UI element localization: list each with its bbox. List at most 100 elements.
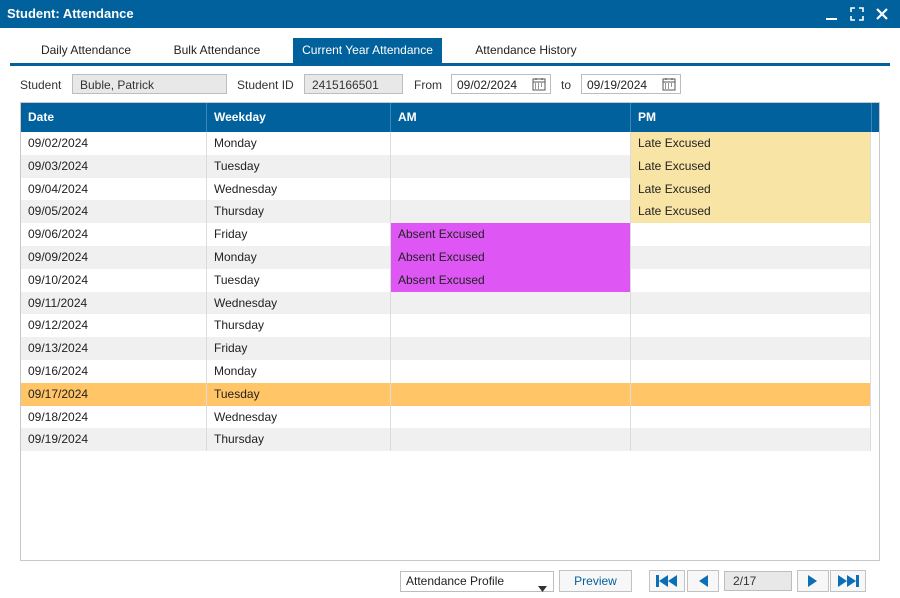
- cell-am[interactable]: [391, 405, 631, 429]
- first-page-icon: [656, 575, 677, 587]
- cell-pm[interactable]: [631, 359, 871, 383]
- table-row[interactable]: 09/19/2024 Thursday: [21, 428, 871, 452]
- cell-weekday[interactable]: Thursday: [207, 200, 391, 224]
- cell-date[interactable]: 09/17/2024: [21, 382, 207, 406]
- column-header-date[interactable]: Date: [21, 103, 207, 132]
- from-date-input[interactable]: 09/02/2024: [451, 74, 551, 94]
- cell-pm[interactable]: Late Excused: [631, 132, 871, 155]
- cell-date[interactable]: 09/06/2024: [21, 223, 207, 246]
- cell-date[interactable]: 09/04/2024: [21, 177, 207, 201]
- cell-weekday[interactable]: Tuesday: [207, 154, 391, 178]
- table-row[interactable]: 09/18/2024 Wednesday: [21, 405, 871, 429]
- cell-weekday[interactable]: Wednesday: [207, 177, 391, 201]
- cell-date[interactable]: 09/16/2024: [21, 359, 207, 383]
- cell-pm[interactable]: Late Excused: [631, 154, 871, 178]
- cell-pm[interactable]: [631, 314, 871, 338]
- cell-weekday[interactable]: Friday: [207, 223, 391, 246]
- window-title: Student: Attendance: [7, 6, 134, 21]
- cell-date[interactable]: 09/05/2024: [21, 200, 207, 224]
- cell-date[interactable]: 09/18/2024: [21, 405, 207, 429]
- table-row[interactable]: 09/16/2024 Monday: [21, 359, 871, 383]
- column-header-pm[interactable]: PM: [631, 103, 872, 132]
- cell-date[interactable]: 09/09/2024: [21, 245, 207, 269]
- to-date-input[interactable]: 09/19/2024: [581, 74, 681, 94]
- cell-am[interactable]: Absent Excused: [391, 268, 631, 292]
- preview-button[interactable]: Preview: [559, 570, 632, 592]
- attendance-profile-select[interactable]: Attendance Profile: [400, 571, 554, 592]
- table-row[interactable]: 09/12/2024 Thursday: [21, 314, 871, 338]
- cell-weekday[interactable]: Tuesday: [207, 382, 391, 406]
- column-header-am[interactable]: AM: [391, 103, 631, 132]
- cell-pm[interactable]: Late Excused: [631, 200, 871, 224]
- column-header-weekday[interactable]: Weekday: [207, 103, 391, 132]
- table-row[interactable]: 09/06/2024 Friday Absent Excused: [21, 223, 871, 246]
- maximize-icon[interactable]: [847, 4, 867, 24]
- cell-weekday[interactable]: Tuesday: [207, 268, 391, 292]
- student-label: Student: [20, 78, 62, 92]
- student-id-field: 2415166501: [304, 74, 403, 94]
- cell-am[interactable]: [391, 177, 631, 201]
- cell-pm[interactable]: [631, 291, 871, 315]
- table-row[interactable]: 09/04/2024 Wednesday Late Excused: [21, 177, 871, 201]
- cell-pm[interactable]: [631, 268, 871, 292]
- cell-am[interactable]: [391, 337, 631, 360]
- cell-am[interactable]: Absent Excused: [391, 223, 631, 246]
- table-row[interactable]: 09/09/2024 Monday Absent Excused: [21, 245, 871, 269]
- cell-pm[interactable]: [631, 245, 871, 269]
- tab-daily-attendance[interactable]: Daily Attendance: [40, 43, 132, 57]
- cell-am[interactable]: Absent Excused: [391, 245, 631, 269]
- cell-am[interactable]: [391, 291, 631, 315]
- table-row[interactable]: 09/03/2024 Tuesday Late Excused: [21, 154, 871, 178]
- cell-am[interactable]: [391, 359, 631, 383]
- table-row[interactable]: 09/05/2024 Thursday Late Excused: [21, 200, 871, 224]
- cell-am[interactable]: [391, 132, 631, 155]
- cell-weekday[interactable]: Monday: [207, 132, 391, 155]
- table-row[interactable]: 09/11/2024 Wednesday: [21, 291, 871, 315]
- calendar-icon[interactable]: [662, 77, 676, 97]
- tab-bulk-attendance[interactable]: Bulk Attendance: [173, 43, 261, 57]
- cell-weekday[interactable]: Friday: [207, 337, 391, 360]
- cell-weekday[interactable]: Monday: [207, 359, 391, 383]
- tab-strip: Daily Attendance Bulk Attendance Current…: [10, 38, 890, 66]
- cell-date[interactable]: 09/19/2024: [21, 428, 207, 452]
- cell-date[interactable]: 09/11/2024: [21, 291, 207, 315]
- cell-pm[interactable]: Late Excused: [631, 177, 871, 201]
- page-indicator: 2/17: [724, 571, 792, 591]
- cell-am[interactable]: [391, 154, 631, 178]
- cell-pm[interactable]: [631, 428, 871, 452]
- previous-page-button[interactable]: [687, 570, 719, 592]
- cell-weekday[interactable]: Monday: [207, 245, 391, 269]
- cell-am[interactable]: [391, 382, 631, 406]
- cell-am[interactable]: [391, 200, 631, 224]
- tab-current-year-attendance[interactable]: Current Year Attendance: [293, 38, 442, 63]
- cell-weekday[interactable]: Thursday: [207, 314, 391, 338]
- cell-date[interactable]: 09/13/2024: [21, 337, 207, 360]
- calendar-icon[interactable]: [532, 77, 546, 97]
- table-row[interactable]: 09/17/2024 Tuesday: [21, 382, 871, 406]
- cell-date[interactable]: 09/02/2024: [21, 132, 207, 155]
- cell-pm[interactable]: [631, 337, 871, 360]
- next-page-button[interactable]: [797, 570, 829, 592]
- cell-pm[interactable]: [631, 223, 871, 246]
- cell-weekday[interactable]: Thursday: [207, 428, 391, 452]
- table-row[interactable]: 09/02/2024 Monday Late Excused: [21, 132, 871, 155]
- cell-pm[interactable]: [631, 382, 871, 406]
- close-icon[interactable]: [872, 4, 892, 24]
- cell-am[interactable]: [391, 428, 631, 452]
- cell-date[interactable]: 09/10/2024: [21, 268, 207, 292]
- tab-attendance-history[interactable]: Attendance History: [475, 43, 577, 57]
- minimize-icon[interactable]: [822, 4, 842, 24]
- from-date-value: 09/02/2024: [457, 78, 518, 92]
- last-page-button[interactable]: [830, 570, 866, 592]
- table-row[interactable]: 09/10/2024 Tuesday Absent Excused: [21, 268, 871, 292]
- attendance-profile-value: Attendance Profile: [406, 574, 505, 588]
- cell-pm[interactable]: [631, 405, 871, 429]
- cell-date[interactable]: 09/12/2024: [21, 314, 207, 338]
- grid-header: Date Weekday AM PM: [21, 103, 879, 132]
- cell-weekday[interactable]: Wednesday: [207, 291, 391, 315]
- cell-weekday[interactable]: Wednesday: [207, 405, 391, 429]
- table-row[interactable]: 09/13/2024 Friday: [21, 337, 871, 360]
- cell-date[interactable]: 09/03/2024: [21, 154, 207, 178]
- cell-am[interactable]: [391, 314, 631, 338]
- first-page-button[interactable]: [649, 570, 685, 592]
